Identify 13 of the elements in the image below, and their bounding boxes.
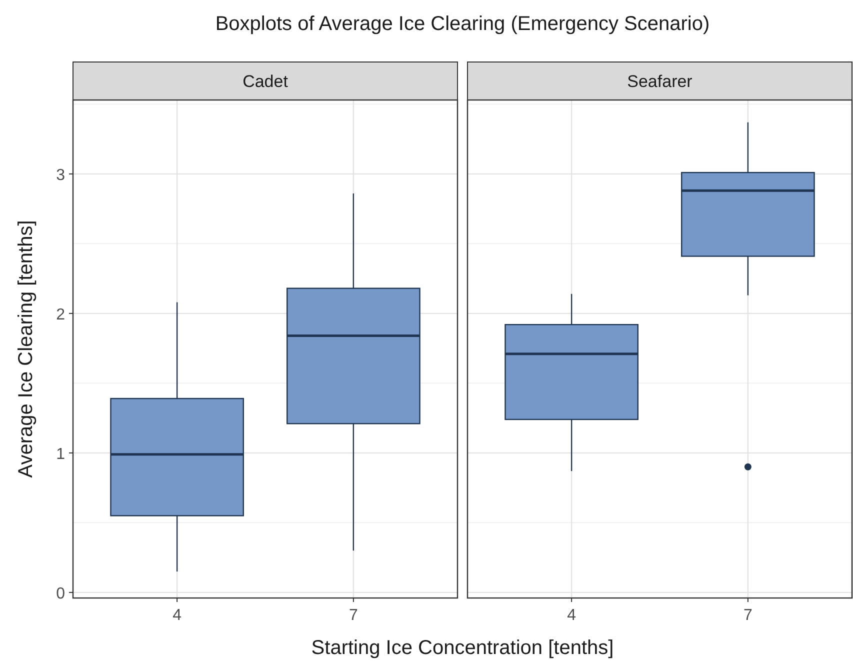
x-tick-label: 7: [348, 607, 358, 624]
y-tick-label: 3: [56, 166, 66, 184]
chart-title: Cadet: [242, 72, 288, 91]
x-tick-label: 4: [172, 607, 182, 624]
x-tick-label: 4: [567, 607, 576, 624]
y-tick-label: 2: [56, 306, 66, 324]
x-axis-title: Starting Ice Concentration [tenths]: [311, 637, 614, 659]
y-axis-title: Average Ice Clearing [tenths]: [15, 220, 37, 478]
y-tick-label: 1: [56, 446, 66, 463]
x-tick-label: 7: [743, 607, 752, 624]
y-tick-label: 0: [56, 585, 66, 602]
chart-title: Seafarer: [627, 72, 693, 91]
text: Boxplots of Average Ice Clearing (Emergency Scenario): [215, 13, 710, 35]
